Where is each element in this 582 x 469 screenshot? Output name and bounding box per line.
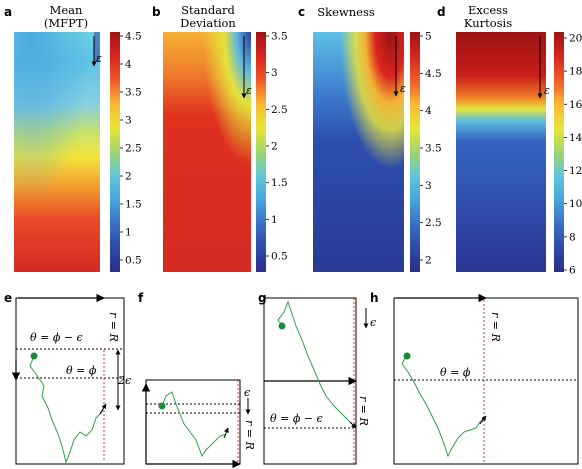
colorbar-a-ticks: 4.5 4 3.5 3 2.5 2 1.5 1 0.5 [120, 31, 142, 267]
colorbar-b-tick-label: 1 [271, 214, 278, 226]
colorbar-a-tick-label: 4 [125, 59, 132, 71]
colorbar-a-tick-label: 4.5 [125, 31, 142, 43]
f-r-label: r = R [243, 420, 256, 450]
panel-label-a: a [4, 5, 12, 19]
colorbar-b-tick-label: 3 [271, 67, 278, 79]
heatmap-a [14, 32, 100, 272]
epsilon-label-d: ε [544, 84, 550, 97]
colorbar-a-tick-label: 2 [125, 171, 132, 183]
e-r-label: r = R [107, 312, 120, 342]
colorbar-d-tick-label: 14 [569, 132, 582, 144]
colorbar-c-tick-label: 4.5 [425, 68, 442, 80]
colorbar-c [410, 32, 420, 272]
colorbar-c-tick-label: 5 [425, 31, 432, 43]
e-two-eps: 2ϵ [117, 374, 131, 387]
colorbar-b-tick-label: 3.5 [271, 31, 288, 43]
colorbar-a-tick-label: 1 [125, 227, 132, 239]
h-theta: θ = ϕ [440, 366, 471, 379]
colorbar-d-tick-label: 12 [569, 165, 582, 177]
panel-label-c: c [298, 5, 305, 19]
title-a-line2: (MFPT) [44, 16, 88, 30]
colorbar-a-tick-label: 0.5 [125, 255, 142, 267]
heatmap-d [456, 32, 546, 272]
panel-label-d: d [437, 5, 446, 19]
title-b-line2: Deviation [180, 16, 236, 30]
title-b-line1: Standard [181, 3, 235, 17]
panel-label-f: f [138, 291, 144, 305]
title-d-line1: Excess [468, 3, 508, 17]
g-theta: θ = ϕ − ϵ [270, 412, 323, 425]
f-eps: ϵ [244, 386, 250, 399]
title-d-line2: Kurtosis [464, 16, 512, 30]
colorbar-d-tick-label: 10 [569, 198, 582, 210]
colorbar-d [554, 32, 564, 272]
colorbar-a-tick-label: 2.5 [125, 143, 142, 155]
colorbar-b-tick-label: 2 [271, 141, 278, 153]
panel-label-e: e [4, 291, 12, 305]
colorbar-d-tick-label: 6 [569, 265, 576, 277]
g-r-label: r = R [357, 396, 370, 426]
epsilon-label-a: ε [96, 52, 102, 65]
epsilon-label-b: ε [246, 84, 252, 97]
colorbar-b-tick-label: 0.5 [271, 251, 288, 263]
schematic-h [393, 293, 579, 465]
colorbar-a-tick-label: 1.5 [125, 199, 142, 211]
panel-label-h: h [370, 291, 379, 305]
g-eps: ϵ [370, 316, 376, 329]
e-theta-mid: θ = ϕ [66, 364, 97, 377]
panel-label-g: g [258, 291, 267, 305]
title-a-line1: Mean [50, 3, 83, 17]
colorbar-a-tick-label: 3 [125, 115, 132, 127]
h-r-label: r = R [489, 312, 502, 342]
colorbar-b-tick-label: 1.5 [271, 177, 288, 189]
colorbar-c-tick-label: 2 [425, 255, 432, 267]
colorbar-d-tick-label: 16 [569, 99, 582, 111]
colorbar-d-tick-label: 8 [569, 231, 576, 243]
colorbar-b [256, 32, 266, 272]
colorbar-a [110, 32, 120, 272]
colorbar-c-tick-label: 3 [425, 180, 432, 192]
colorbar-c-tick-label: 2.5 [425, 217, 442, 229]
colorbar-c-ticks: 5 4.5 4 3.5 3 2.5 2 [420, 31, 442, 267]
title-c-line1: Skewness [317, 5, 375, 19]
colorbar-d-tick-label: 20 [569, 33, 582, 45]
panel-label-b: b [152, 5, 161, 19]
colorbar-c-tick-label: 3.5 [425, 143, 442, 155]
e-theta-top: θ = ϕ − ϵ [30, 331, 83, 344]
colorbar-a-tick-label: 3.5 [125, 87, 142, 99]
colorbar-c-tick-label: 4 [425, 105, 432, 117]
schematic-f [141, 379, 251, 469]
schematic-g [263, 297, 369, 465]
schematic-e [11, 293, 125, 465]
colorbar-d-tick-label: 18 [569, 66, 582, 78]
epsilon-label-c: ε [400, 82, 406, 95]
colorbar-d-ticks: 20 18 16 14 12 10 8 6 [564, 33, 582, 277]
heatmap-c [313, 32, 404, 272]
heatmap-b [163, 32, 251, 272]
colorbar-b-ticks: 3.5 3 2.5 2 1.5 1 0.5 [266, 31, 288, 263]
colorbar-b-tick-label: 2.5 [271, 104, 288, 116]
